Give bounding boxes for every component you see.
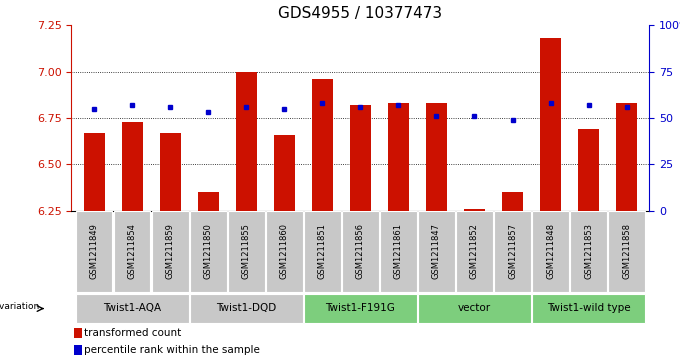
Bar	[464, 209, 485, 211]
Bar	[380, 211, 417, 292]
Bar	[578, 129, 599, 211]
Bar	[84, 133, 105, 211]
Bar	[190, 294, 303, 323]
Title: GDS4955 / 10377473: GDS4955 / 10377473	[278, 7, 443, 21]
Text: GSM1211856: GSM1211856	[356, 223, 365, 280]
Bar	[160, 133, 181, 211]
Text: GSM1211858: GSM1211858	[622, 223, 631, 280]
Bar	[304, 294, 417, 323]
Text: GSM1211850: GSM1211850	[204, 224, 213, 279]
Text: GSM1211848: GSM1211848	[546, 223, 555, 280]
Bar	[342, 211, 379, 292]
Bar	[236, 72, 257, 211]
Bar	[190, 211, 226, 292]
Text: GSM1211851: GSM1211851	[318, 224, 327, 279]
Bar	[198, 192, 219, 211]
Bar	[266, 211, 303, 292]
Bar	[456, 211, 493, 292]
Bar	[274, 135, 295, 211]
Text: GSM1211859: GSM1211859	[166, 224, 175, 279]
Text: vector: vector	[458, 303, 491, 313]
Bar	[540, 38, 561, 211]
Bar	[228, 211, 265, 292]
Bar	[571, 211, 607, 292]
Text: percentile rank within the sample: percentile rank within the sample	[84, 345, 260, 355]
Bar	[114, 211, 150, 292]
Bar	[609, 211, 645, 292]
Bar	[532, 294, 645, 323]
Text: Twist1-wild type: Twist1-wild type	[547, 303, 630, 313]
Bar	[74, 328, 82, 338]
Text: GSM1211847: GSM1211847	[432, 223, 441, 280]
Text: GSM1211853: GSM1211853	[584, 223, 593, 280]
Bar	[418, 294, 531, 323]
Bar	[350, 105, 371, 211]
Bar	[122, 122, 143, 211]
Text: GSM1211849: GSM1211849	[90, 224, 99, 279]
Bar	[418, 211, 455, 292]
Bar	[312, 79, 333, 211]
Bar	[502, 192, 523, 211]
Text: Twist1-AQA: Twist1-AQA	[103, 303, 161, 313]
Bar	[152, 211, 188, 292]
Text: GSM1211855: GSM1211855	[242, 224, 251, 279]
Text: Twist1-DQD: Twist1-DQD	[216, 303, 277, 313]
Bar	[532, 211, 568, 292]
Text: GSM1211852: GSM1211852	[470, 224, 479, 279]
Bar	[426, 103, 447, 211]
Text: GSM1211860: GSM1211860	[280, 223, 289, 280]
Text: GSM1211857: GSM1211857	[508, 223, 517, 280]
Bar	[494, 211, 531, 292]
Text: transformed count: transformed count	[84, 328, 182, 338]
Bar	[616, 103, 637, 211]
Bar	[76, 211, 112, 292]
Text: GSM1211854: GSM1211854	[128, 224, 137, 279]
Bar	[74, 345, 82, 355]
Text: GSM1211861: GSM1211861	[394, 223, 403, 280]
Text: genotype/variation: genotype/variation	[0, 302, 39, 311]
Text: Twist1-F191G: Twist1-F191G	[326, 303, 395, 313]
Bar	[388, 103, 409, 211]
Bar	[304, 211, 341, 292]
Bar	[76, 294, 188, 323]
